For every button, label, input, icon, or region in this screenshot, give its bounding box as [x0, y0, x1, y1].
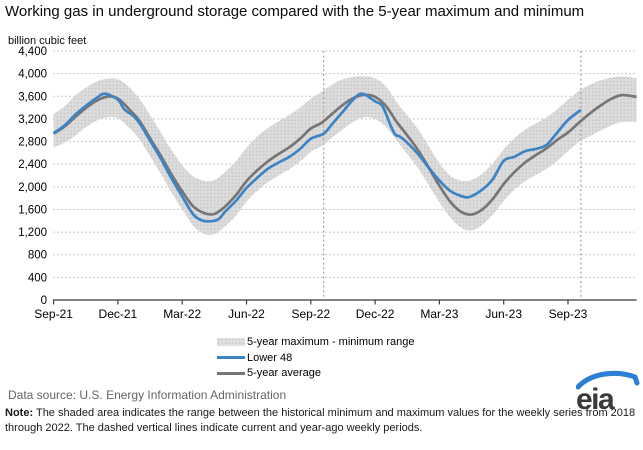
y-tick-label: 1,600: [18, 204, 47, 216]
y-axis-labels: 0 400 800 1,200 1,600 2,000 2,400 2,800 3,200 3,6…: [18, 46, 47, 307]
y-axis-unit-label: billion cubic feet: [8, 35, 87, 47]
y-tick-label: 3,600: [18, 91, 47, 103]
x-tick-label: Jun-23: [485, 307, 522, 321]
band-swatch-icon: [217, 338, 245, 346]
legend-label: Lower 48: [247, 351, 293, 364]
max-min-band-area: [53, 76, 637, 236]
x-axis: Sep-21 Dec-21 Mar-22 Jun-22 Sep-22 Dec-22 Mar-…: [34, 299, 637, 321]
y-tick-label: 800: [28, 250, 47, 262]
x-tick-label: Dec-22: [356, 307, 395, 321]
legend-label: 5-year average: [247, 367, 321, 379]
x-tick-label: Sep-23: [549, 307, 588, 321]
x-tick-label: Mar-23: [420, 307, 458, 321]
y-tick-label: 400: [28, 272, 47, 284]
y-tick-label: 0: [41, 295, 47, 307]
line-swatch-icon: [217, 356, 245, 359]
data-source-label: Data source:: [8, 388, 77, 402]
legend-label: 5-year maximum - minimum range: [247, 336, 415, 348]
eia-logo: eia: [575, 369, 640, 416]
footnote: Note: The shaded area indicates the rang…: [5, 406, 641, 435]
legend: 5-year maximum - minimum range Lower 48 …: [217, 336, 414, 383]
legend-item-average: 5-year average: [217, 367, 414, 379]
legend-item-lower48: Lower 48: [217, 352, 414, 364]
y-tick-label: 2,400: [18, 159, 47, 171]
x-tick-label: Dec-21: [99, 307, 138, 321]
note-label: Note:: [5, 407, 34, 419]
eia-logo-graphic: eia: [575, 370, 640, 416]
y-tick-label: 4,000: [18, 69, 47, 81]
line-swatch-icon: [217, 371, 245, 375]
note-text: The shaded area indicates the range betw…: [5, 407, 636, 434]
x-tick-label: Mar-22: [163, 307, 201, 321]
y-tick-label: 2,000: [18, 182, 47, 194]
x-tick-label: Sep-21: [34, 307, 73, 321]
eia-swoosh-icon: [575, 370, 640, 390]
x-tick-label: Sep-22: [291, 307, 330, 321]
x-tick-label: Jun-22: [228, 307, 265, 321]
data-source-line: Data source: U.S. Energy Information Adm…: [8, 388, 286, 402]
chart-plot-area: Sep-21 Dec-21 Mar-22 Jun-22 Sep-22 Dec-22 Mar-…: [18, 46, 637, 321]
y-tick-label: 1,200: [18, 227, 47, 239]
chart-title: Working gas in underground storage compa…: [5, 3, 585, 20]
eia-logo-text: eia: [576, 383, 615, 413]
legend-item-range: 5-year maximum - minimum range: [217, 336, 414, 348]
data-source-value: U.S. Energy Information Administration: [79, 388, 287, 402]
y-tick-label: 4,400: [18, 46, 47, 58]
lower48-line: [52, 92, 582, 223]
y-tick-label: 3,200: [18, 114, 47, 126]
y-tick-label: 2,800: [18, 137, 47, 149]
